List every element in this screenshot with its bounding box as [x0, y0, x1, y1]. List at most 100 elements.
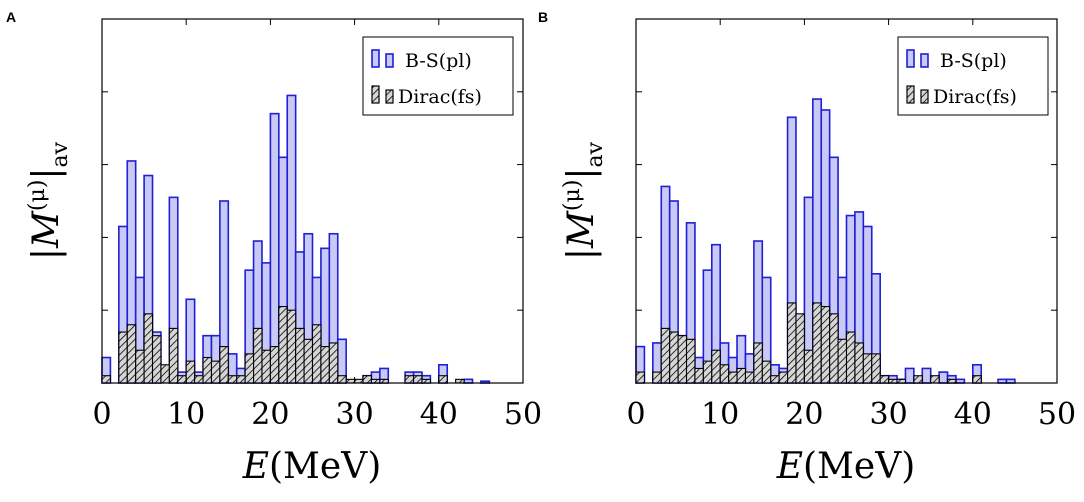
panel-label: B: [538, 9, 548, 25]
dirac-bar-25: [854, 342, 864, 384]
ticks-layer: 0 10 20 30 40 50: [626, 19, 1076, 432]
dirac-bar-20: [278, 306, 288, 384]
dirac-bar-9: [185, 360, 196, 384]
dirac-bar-26: [862, 353, 873, 384]
x-axis-label: E(MeV): [242, 446, 382, 487]
dirac-bar-15: [770, 375, 780, 384]
dirac-bar-1: [652, 371, 662, 384]
dirac-bar-4: [143, 313, 154, 384]
bars-layer: [635, 98, 1016, 384]
dirac-bar-25: [320, 346, 330, 384]
dirac-bar-33: [404, 375, 415, 384]
legend-swatch-dirac: [906, 85, 929, 104]
legend: B-S(pl) Dirac(fs): [897, 36, 1049, 116]
dirac-bar-23: [837, 338, 848, 384]
dirac-bar-31: [913, 375, 923, 384]
dirac-bar-36: [438, 375, 448, 384]
x-tick-label: 20: [251, 397, 289, 432]
dirac-bar-24: [845, 331, 856, 384]
dirac-bar-6: [160, 364, 170, 384]
dirac-bar-1: [118, 331, 128, 384]
dirac-bar-5: [685, 338, 696, 384]
dirac-bar-12: [744, 371, 755, 384]
x-tick-label: 10: [167, 397, 205, 432]
x-tick-label: 50: [1038, 397, 1076, 432]
dirac-bar-34: [412, 375, 423, 384]
dirac-bar-6: [694, 367, 704, 384]
legend-label-bs: B-S(pl): [405, 50, 472, 72]
y-axis-label: |M(μ)|av: [560, 141, 608, 260]
dirac-bar-20: [812, 302, 822, 384]
dirac-bar-13: [219, 346, 229, 384]
dirac-bar-16: [244, 353, 255, 384]
legend-label-dirac: Dirac(fs): [398, 86, 482, 108]
dirac-bar-28: [879, 375, 890, 384]
x-tick-label: 30: [870, 397, 908, 432]
bs-bar-34: [938, 371, 949, 384]
dirac-bar-14: [761, 360, 772, 384]
legend-label-bs: B-S(pl): [940, 50, 1007, 72]
dirac-bar-19: [803, 349, 814, 384]
dirac-bar-2: [126, 324, 137, 384]
dirac-bar-12: [210, 360, 221, 384]
dirac-bar-15: [236, 375, 246, 384]
dirac-bar-9: [719, 364, 730, 384]
dirac-bar-17: [787, 302, 797, 384]
dirac-bar-0: [101, 375, 111, 384]
dirac-bar-11: [202, 356, 213, 384]
y-axis-label: |M(μ)|av: [25, 141, 73, 260]
legend-swatch-dirac: [371, 85, 394, 104]
dirac-bar-14: [227, 375, 238, 384]
dirac-bar-10: [194, 375, 204, 384]
dirac-bar-5: [151, 335, 162, 384]
dirac-bar-8: [711, 349, 721, 384]
x-tick-label: 30: [336, 397, 374, 432]
bars-layer: [101, 94, 491, 384]
bs-bar-18: [269, 112, 280, 384]
dirac-bar-3: [669, 331, 679, 384]
panel-b: B 0 10 20 30 40 50 E(MeV) |M(μ)|av B-S(pl) Di…: [538, 9, 1076, 487]
x-tick-label: 50: [504, 397, 542, 432]
x-tick-label: 0: [92, 397, 111, 432]
dirac-bar-24: [311, 324, 322, 384]
dirac-bar-21: [820, 306, 831, 384]
dirac-bar-32: [930, 375, 940, 384]
x-tick-label: 20: [785, 397, 823, 432]
legend-swatch-bs: [906, 49, 929, 68]
x-tick-label: 40: [420, 397, 458, 432]
dirac-bar-23: [303, 338, 314, 384]
legend-label-dirac: Dirac(fs): [933, 86, 1017, 108]
dirac-bar-18: [795, 313, 805, 384]
dirac-bar-7: [168, 327, 179, 384]
dirac-bar-7: [702, 360, 713, 384]
dirac-bar-16: [778, 371, 789, 384]
dirac-bar-34: [972, 375, 982, 384]
x-axis-label: E(MeV): [776, 446, 916, 487]
x-tick-label: 10: [701, 397, 739, 432]
dirac-bar-11: [736, 367, 747, 384]
plot-frame: [635, 18, 1058, 384]
dirac-bar-27: [871, 353, 881, 384]
dirac-bar-19: [269, 346, 280, 384]
plot-frame: [101, 18, 524, 384]
x-tick-label: 40: [954, 397, 992, 432]
dirac-bar-0: [635, 371, 645, 384]
dirac-bar-3: [135, 349, 145, 384]
dirac-bar-17: [253, 327, 263, 384]
panel-a: A 0 10 20 30 40 50 E(MeV) |M(μ)|av B-S(pl) Di…: [6, 9, 542, 487]
ticks-layer: 0 10 20 30 40 50: [92, 19, 542, 432]
bs-bar-31: [904, 367, 915, 384]
dirac-bar-2: [660, 327, 671, 384]
dirac-bar-8: [177, 375, 187, 384]
dirac-bar-18: [261, 349, 271, 384]
dirac-bar-22: [295, 327, 305, 384]
dirac-bar-13: [753, 342, 763, 384]
legend-box: [897, 36, 1049, 116]
dirac-bar-27: [337, 375, 347, 384]
panel-label: A: [6, 9, 16, 25]
legend-swatch-bs: [371, 49, 394, 68]
dirac-bar-4: [677, 335, 688, 384]
dirac-bar-21: [286, 309, 297, 384]
legend: B-S(pl) Dirac(fs): [362, 36, 514, 116]
